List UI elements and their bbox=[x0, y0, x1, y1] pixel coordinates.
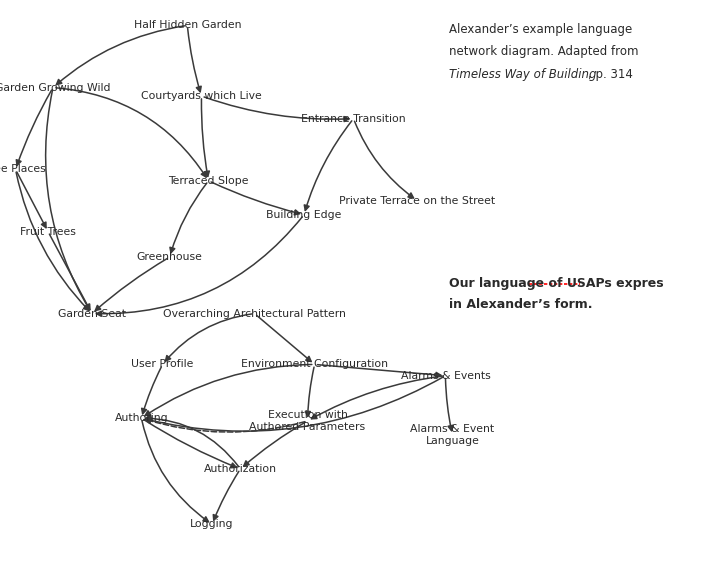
Text: Alarms & Events: Alarms & Events bbox=[401, 371, 490, 381]
Text: in Alexander’s form.: in Alexander’s form. bbox=[449, 298, 592, 311]
Text: network diagram. Adapted from: network diagram. Adapted from bbox=[449, 45, 638, 58]
Text: Terraced Slope: Terraced Slope bbox=[168, 176, 249, 186]
Text: Garden Growing Wild: Garden Growing Wild bbox=[0, 82, 111, 93]
Text: User Profile: User Profile bbox=[132, 359, 194, 370]
Text: Logging: Logging bbox=[190, 519, 234, 529]
Text: Environment Configuration: Environment Configuration bbox=[241, 359, 388, 370]
Text: Entrance Transition: Entrance Transition bbox=[301, 114, 406, 124]
Text: Timeless Way of Building: Timeless Way of Building bbox=[449, 68, 597, 81]
Text: Alexander’s example language: Alexander’s example language bbox=[449, 23, 632, 36]
Text: Fruit Trees: Fruit Trees bbox=[20, 227, 76, 237]
Text: Garden Seat: Garden Seat bbox=[58, 308, 126, 319]
Text: Alarms & Event
Language: Alarms & Event Language bbox=[411, 424, 494, 446]
Text: Courtyards which Live: Courtyards which Live bbox=[141, 91, 262, 101]
Text: Overarching Architectural Pattern: Overarching Architectural Pattern bbox=[163, 308, 346, 319]
Text: Tree Places: Tree Places bbox=[0, 164, 46, 175]
Text: Building Edge: Building Edge bbox=[267, 210, 341, 220]
Text: Authoring: Authoring bbox=[115, 413, 168, 423]
Text: Authorization: Authorization bbox=[204, 464, 277, 474]
Text: , p. 314: , p. 314 bbox=[588, 68, 632, 81]
Text: Execution with
Authored Parameters: Execution with Authored Parameters bbox=[250, 410, 366, 432]
Text: Our language of USAPs expres: Our language of USAPs expres bbox=[449, 277, 664, 290]
Text: Private Terrace on the Street: Private Terrace on the Street bbox=[339, 195, 495, 206]
Text: Greenhouse: Greenhouse bbox=[136, 252, 203, 262]
Text: Half Hidden Garden: Half Hidden Garden bbox=[134, 20, 241, 31]
